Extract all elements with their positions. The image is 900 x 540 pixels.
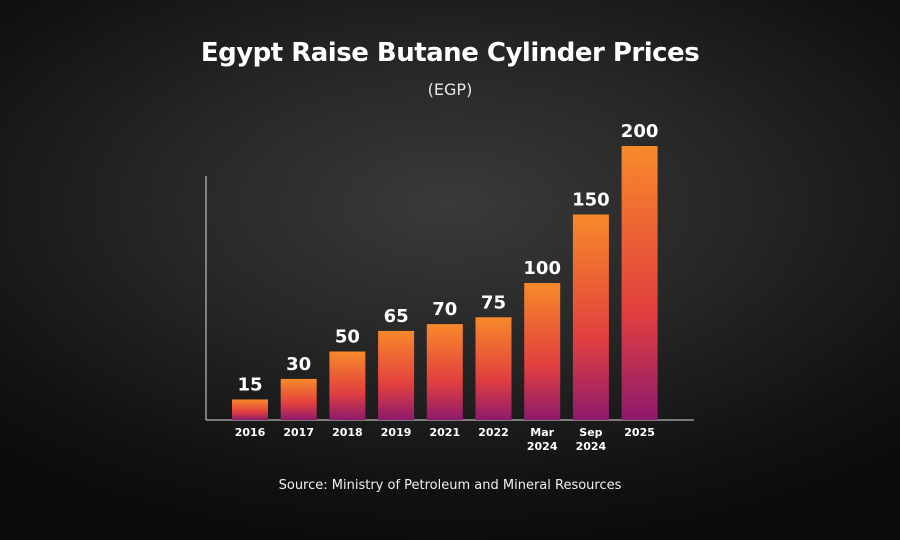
- x-tick-2018: 2018: [332, 426, 363, 439]
- bar-sep-2024: [572, 214, 609, 420]
- x-tick-2021: 2021: [429, 426, 460, 439]
- data-label-2022: 75: [481, 292, 506, 313]
- data-label-2016: 15: [237, 374, 262, 395]
- x-tick-2022: 2022: [478, 426, 509, 439]
- chart-title: Egypt Raise Butane Cylinder Prices: [200, 38, 700, 68]
- data-label-2017: 30: [286, 354, 311, 375]
- bar-2016: [232, 399, 268, 420]
- bar-mar-2024: [524, 283, 561, 420]
- data-label-2025: 200: [621, 121, 659, 142]
- bars-group: 15 2016 30 2017 50 2018 65 2019 70 2021 75 2022 100 M…: [232, 121, 658, 453]
- data-label-sep-2024: 150: [572, 190, 610, 211]
- x-tick-sep-2024: Sep 2024: [576, 426, 607, 453]
- data-label-mar-2024: 100: [523, 258, 561, 279]
- data-label-2018: 50: [335, 327, 360, 348]
- bar-2017: [280, 378, 317, 420]
- x-tick-mar-2024: Mar 2024: [527, 426, 558, 453]
- x-tick-2016: 2016: [235, 426, 266, 439]
- data-label-2021: 70: [432, 299, 457, 320]
- bar-2021: [426, 324, 463, 420]
- source-note: Source: Ministry of Petroleum and Minera…: [278, 478, 622, 493]
- bar-2022: [475, 317, 512, 420]
- chart-subtitle: (EGP): [427, 80, 473, 99]
- x-tick-2025: 2025: [624, 426, 655, 439]
- data-label-2019: 65: [384, 306, 409, 327]
- bar-2018: [329, 351, 366, 420]
- x-tick-2019: 2019: [381, 426, 412, 439]
- x-tick-2017: 2017: [283, 426, 314, 439]
- bar-2025: [621, 146, 658, 420]
- bar-2019: [378, 330, 415, 420]
